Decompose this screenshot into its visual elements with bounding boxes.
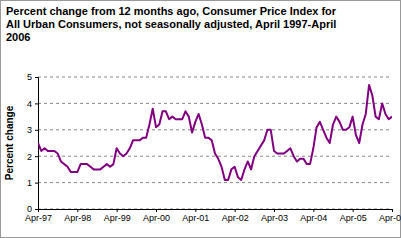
grid (38, 77, 392, 209)
y-tick-mark (35, 130, 38, 131)
grid-line (38, 156, 392, 157)
plot-area (38, 85, 392, 180)
x-tick-label: Apr-04 (300, 213, 327, 223)
y-tick-mark (35, 209, 38, 210)
x-tick: Apr-00 (143, 209, 170, 223)
x-tick-mark (117, 209, 118, 212)
x-tick: Apr-01 (182, 209, 209, 223)
y-tick: 5 (27, 72, 38, 82)
x-tick: Apr-02 (222, 209, 249, 223)
y-tick-label: 2 (27, 152, 32, 162)
title-line: All Urban Consumers, not seasonally adju… (6, 18, 336, 30)
y-axis-title: Percent change (4, 105, 15, 180)
x-tick-mark (392, 209, 393, 212)
y-axis: 012345 (27, 72, 39, 214)
x-tick-label: Apr-02 (222, 213, 249, 223)
x-tick-mark (77, 209, 78, 212)
x-tick-label: Apr-98 (64, 213, 91, 223)
y-tick-mark (35, 183, 38, 184)
x-tick-mark (235, 209, 236, 212)
x-tick-label: Apr-01 (182, 213, 209, 223)
y-tick: 1 (27, 178, 38, 188)
line (38, 85, 392, 180)
x-tick-label: Apr-00 (143, 213, 170, 223)
y-tick: 4 (27, 99, 38, 109)
x-tick-label: Apr-06 (379, 213, 401, 223)
x-tick-label: Apr-99 (104, 213, 131, 223)
grid-line (38, 77, 392, 78)
x-tick-mark (195, 209, 196, 212)
x-tick: Apr-98 (64, 209, 91, 223)
x-tick: Apr-97 (25, 209, 52, 223)
chart: Percent change from 12 months ago, Consu… (0, 0, 401, 238)
y-axis-line (35, 78, 39, 210)
x-tick: Apr-05 (340, 209, 367, 223)
chart-border (1, 1, 401, 238)
grid-line (38, 129, 392, 130)
title-line: Percent change from 12 months ago, Consu… (6, 5, 337, 17)
grid-line (38, 103, 392, 104)
x-tick-mark (313, 209, 314, 212)
y-tick-label: 4 (27, 99, 32, 109)
x-tick-label: Apr-97 (25, 213, 52, 223)
x-tick: Apr-99 (104, 209, 131, 223)
x-axis: Apr-97 Apr-98 Apr-99 Apr-00 Apr-01 Apr-02 Apr-… (25, 209, 401, 223)
x-tick: Apr-04 (300, 209, 327, 223)
y-tick-mark (35, 156, 38, 157)
grid-line (38, 182, 392, 183)
x-tick: Apr-03 (261, 209, 288, 223)
title-line: 2006 (6, 31, 30, 43)
title: Percent change from 12 months ago, Consu… (6, 5, 337, 43)
y-tick-label: 1 (27, 178, 32, 188)
y-tick-mark (35, 77, 38, 78)
x-tick-mark (353, 209, 354, 212)
y-tick-label: 3 (27, 125, 32, 135)
x-tick-mark (274, 209, 275, 212)
x-tick: Apr-06 (379, 209, 401, 223)
x-tick-mark (156, 209, 157, 212)
y-tick: 2 (27, 152, 38, 162)
x-tick-mark (38, 209, 39, 212)
y-tick: 3 (27, 125, 38, 135)
x-tick-label: Apr-03 (261, 213, 288, 223)
y-tick-label: 5 (27, 72, 32, 82)
y-tick-mark (35, 103, 38, 104)
x-tick-label: Apr-05 (340, 213, 367, 223)
x-axis-line (39, 210, 393, 213)
